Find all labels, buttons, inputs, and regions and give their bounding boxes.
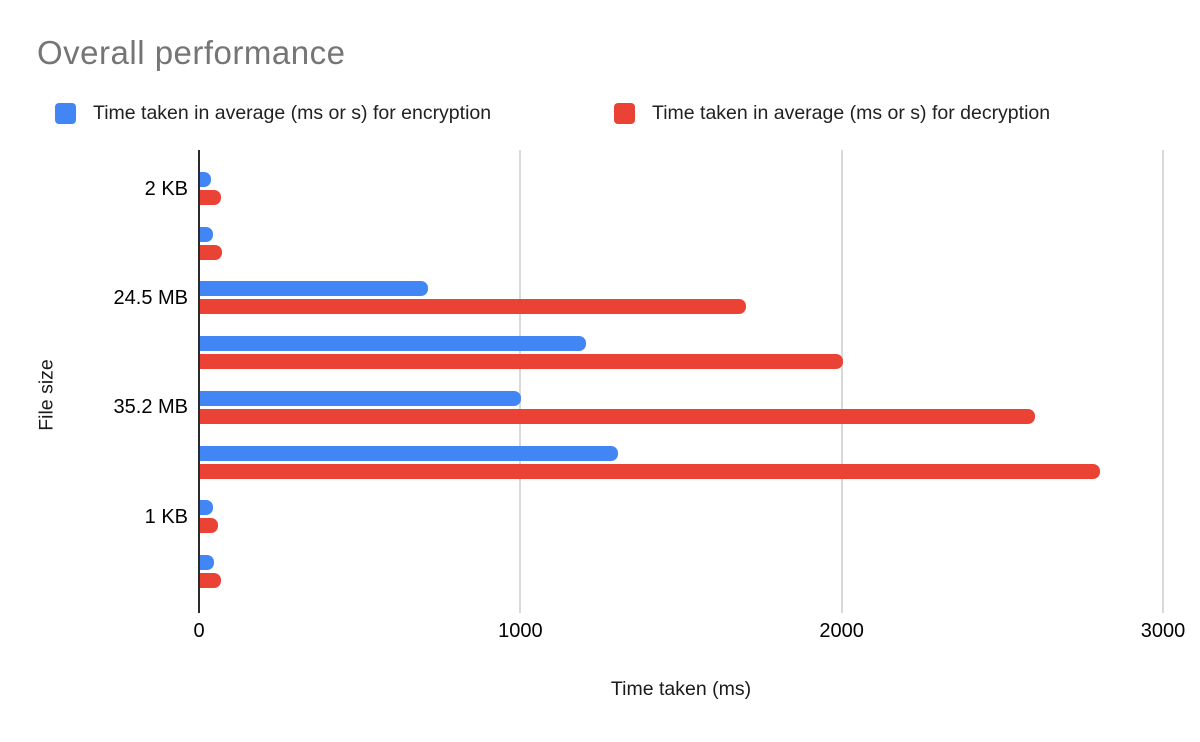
category-label: 24.5 MB: [113, 286, 188, 309]
bar-decryption-group-4: [200, 408, 1036, 424]
bar-decryption-group-7: [200, 572, 221, 588]
gridline-1000: [519, 150, 522, 613]
x-axis-title: Time taken (ms): [610, 678, 752, 700]
legend-item-encryption: Time taken in average (ms or s) for encr…: [55, 100, 491, 126]
bar-encryption-group-3: [200, 336, 586, 352]
bar-encryption-group-2: [200, 281, 429, 297]
bar-decryption-group-5: [200, 463, 1100, 479]
legend-item-decryption: Time taken in average (ms or s) for decr…: [614, 100, 1050, 126]
chart-title: Overall performance: [37, 34, 346, 71]
x-tick-label: 0: [193, 620, 205, 642]
legend-label-decryption: Time taken in average (ms or s) for decr…: [652, 101, 1051, 124]
bar-encryption-group-0: [200, 172, 212, 187]
gridline-3000: [1162, 150, 1164, 613]
bar-encryption-group-7: [200, 554, 215, 570]
legend: Time taken in average (ms or s) for encr…: [0, 100, 1200, 126]
bar-decryption-group-0: [200, 190, 221, 205]
legend-swatch-decryption-icon: [614, 102, 635, 124]
bar-encryption-group-4: [200, 390, 522, 406]
y-axis-line: [198, 150, 200, 613]
bar-decryption-group-1: [200, 244, 223, 260]
legend-swatch-encryption-icon: [55, 102, 76, 124]
category-label: 2 KB: [144, 177, 188, 200]
gridline-2000: [840, 150, 843, 613]
bar-decryption-group-2: [200, 299, 747, 315]
x-tick-label: 3000: [1140, 620, 1186, 642]
plot-area: [198, 150, 1164, 613]
bar-encryption-group-6: [200, 500, 213, 516]
legend-label-encryption: Time taken in average (ms or s) for encr…: [93, 101, 492, 124]
bar-encryption-group-5: [200, 445, 618, 461]
bar-decryption-group-3: [200, 354, 843, 370]
x-tick-label: 1000: [498, 620, 543, 642]
x-tick-label: 2000: [819, 620, 864, 642]
category-label: 1 KB: [144, 505, 188, 528]
bar-encryption-group-1: [200, 226, 213, 242]
bar-decryption-group-6: [200, 518, 218, 534]
category-label: 35.2 MB: [113, 396, 188, 419]
